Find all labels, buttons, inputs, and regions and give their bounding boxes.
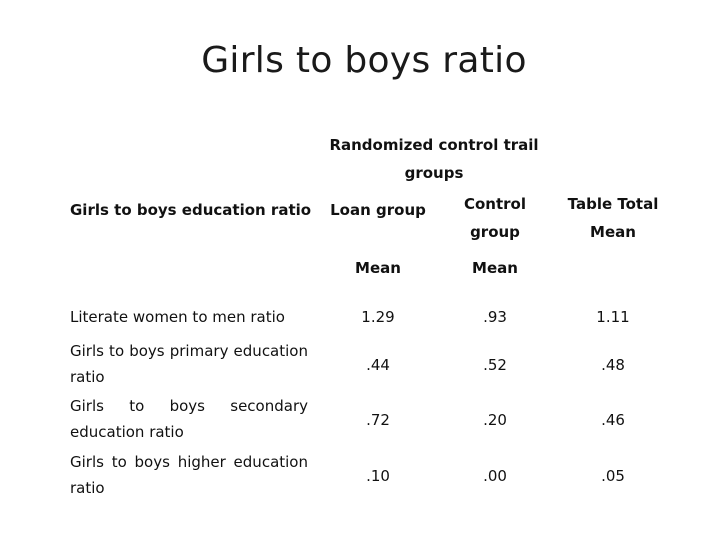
table-cell-total: .05 (601, 467, 625, 485)
subheader-loan-mean: Mean (355, 259, 401, 277)
table-cell-loan: .10 (366, 467, 390, 485)
table-cell-total: .48 (601, 356, 625, 374)
row-label: Girls to boys secondary education ratio (70, 397, 308, 441)
column-header-total: Table Total Mean (567, 195, 659, 241)
column-header-control: Control group (463, 195, 526, 241)
table-cell-total: 1.11 (596, 308, 630, 326)
table-cell-loan: 1.29 (361, 308, 395, 326)
table-cell-control: .93 (483, 308, 507, 326)
table-cell-total: .46 (601, 411, 625, 429)
row-header: Girls to boys education ratio (70, 201, 312, 219)
ratio-table: Randomized control trail groups Girls to… (64, 126, 672, 506)
table-cell-control: .52 (483, 356, 507, 374)
slide-title: Girls to boys ratio (201, 40, 527, 81)
row-label: Girls to boys higher education ratio (70, 453, 308, 497)
table-cell-control: .20 (483, 411, 507, 429)
column-header-loan: Loan group (330, 201, 426, 219)
group-header: Randomized control trail groups (329, 136, 539, 182)
table-cell-loan: .44 (366, 356, 390, 374)
row-label: Literate women to men ratio (70, 308, 285, 326)
row-label: Girls to boys primary education ratio (70, 342, 308, 386)
table-cell-control: .00 (483, 467, 507, 485)
table-cell-loan: .72 (366, 411, 390, 429)
subheader-control-mean: Mean (472, 259, 518, 277)
